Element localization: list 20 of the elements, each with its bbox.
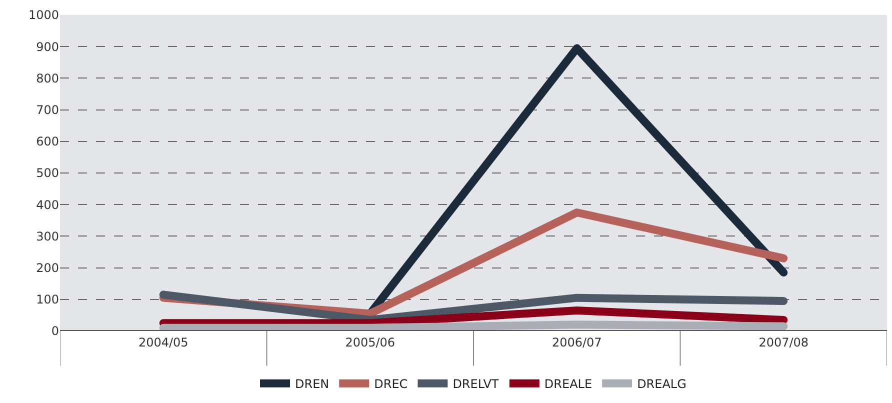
legend-label: DREALG	[637, 377, 686, 392]
legend-label: DREC	[374, 377, 408, 392]
x-tick-label: 2006/07	[552, 335, 602, 350]
y-tick-label: 1000	[28, 8, 59, 22]
legend-label: DREN	[295, 377, 330, 392]
x-tick-label: 2007/08	[758, 335, 809, 350]
y-tick-label: 400	[36, 198, 59, 212]
y-tick-label: 500	[36, 166, 59, 180]
y-tick-label: 200	[36, 261, 59, 275]
legend-label: DRELVT	[452, 377, 500, 392]
x-tick-label: 2004/05	[138, 335, 188, 350]
x-tick-label: 2005/06	[345, 335, 396, 350]
y-tick-label: 800	[36, 71, 59, 86]
y-tick-label: 900	[36, 40, 59, 54]
y-tick-label: 600	[36, 134, 59, 149]
y-tick-label: 300	[36, 229, 59, 244]
y-tick-label: 100	[36, 292, 59, 307]
legend-label: DREALE	[544, 377, 592, 392]
y-tick-label: 700	[36, 103, 59, 117]
y-tick-label: 0	[51, 324, 59, 338]
